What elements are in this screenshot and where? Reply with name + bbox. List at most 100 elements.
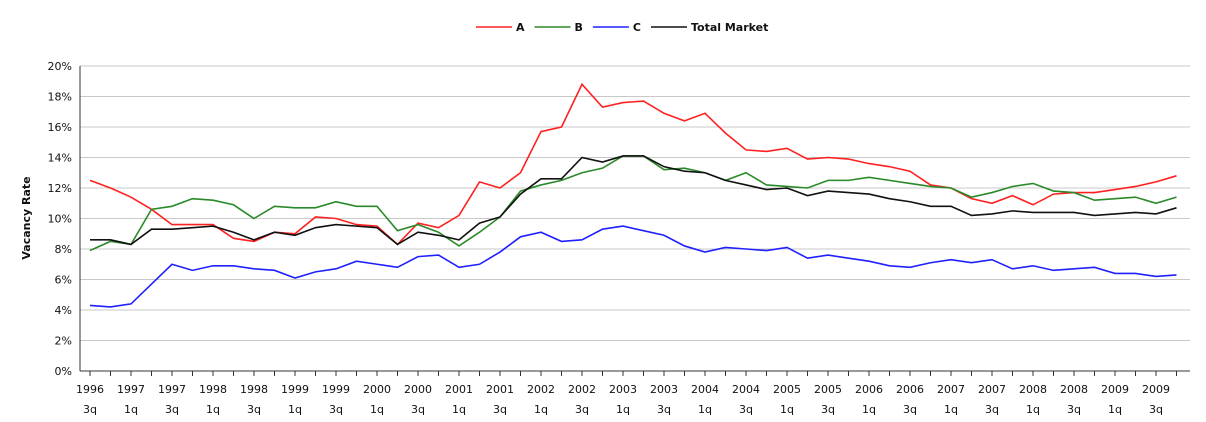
y-tick-label: 8% bbox=[55, 243, 72, 256]
x-tick-label: 2003 3q bbox=[650, 383, 678, 416]
x-tick-label: 2009 1q bbox=[1101, 383, 1129, 416]
x-tick-label: 2000 1q bbox=[363, 383, 391, 416]
x-tick-label: 2008 1q bbox=[1019, 383, 1047, 416]
x-tick-label-part: 1996 bbox=[76, 383, 104, 396]
x-tick-label-part: 2001 bbox=[486, 383, 514, 396]
y-tick-label: 18% bbox=[48, 91, 72, 104]
x-tick-label-part: 1q bbox=[534, 403, 548, 416]
x-tick-label-part: 3q bbox=[739, 403, 753, 416]
x-tick-label-part: 1998 bbox=[199, 383, 227, 396]
legend-label: A bbox=[516, 21, 525, 34]
x-tick-label: 2001 1q bbox=[445, 383, 473, 416]
x-tick-label-part: 2000 bbox=[363, 383, 391, 396]
x-tick-label-part: 2003 bbox=[609, 383, 637, 396]
x-tick-label-part: 2002 bbox=[568, 383, 596, 396]
x-tick-label: 2007 1q bbox=[937, 383, 965, 416]
y-tick-label: 16% bbox=[48, 121, 72, 134]
x-tick-label-part: 3q bbox=[657, 403, 671, 416]
series-line bbox=[90, 155, 1177, 246]
y-tick-label: 4% bbox=[55, 304, 72, 317]
x-tick-label: 2001 3q bbox=[486, 383, 514, 416]
x-tick-label-part: 3q bbox=[165, 403, 179, 416]
y-tick-label: 2% bbox=[55, 335, 72, 348]
x-tick-label-part: 2002 bbox=[527, 383, 555, 396]
y-tick-label: 10% bbox=[48, 213, 72, 226]
series-line bbox=[89, 225, 1177, 308]
x-tick-label-part: 2005 bbox=[773, 383, 801, 396]
x-tick-label-part: 2009 bbox=[1101, 383, 1129, 396]
x-tick-label-part: 1999 bbox=[322, 383, 350, 396]
x-tick-label: 2006 1q bbox=[855, 383, 883, 416]
x-tick-label-part: 2008 bbox=[1060, 383, 1088, 396]
x-tick-label-part: 1998 bbox=[240, 383, 268, 396]
x-tick-label-part: 1q bbox=[1026, 403, 1040, 416]
x-tick-label: 1999 3q bbox=[322, 383, 350, 416]
x-tick-label-part: 3q bbox=[411, 403, 425, 416]
x-tick-label-part: 3q bbox=[903, 403, 917, 416]
legend-label: Total Market bbox=[691, 21, 768, 34]
x-tick-label-part: 1q bbox=[944, 403, 958, 416]
x-tick-label: 1997 3q bbox=[158, 383, 186, 416]
x-tick-label-part: 1q bbox=[452, 403, 466, 416]
x-tick-label: 1997 1q bbox=[117, 383, 145, 416]
x-tick-label-part: 2007 bbox=[937, 383, 965, 396]
x-tick-label-part: 2008 bbox=[1019, 383, 1047, 396]
x-tick-label: 2009 3q bbox=[1142, 383, 1170, 416]
x-tick-label-part: 1q bbox=[288, 403, 302, 416]
x-tick-label-part: 1997 bbox=[158, 383, 186, 396]
x-tick-label: 1998 3q bbox=[240, 383, 268, 416]
x-tick-label: 2000 3q bbox=[404, 383, 432, 416]
x-tick-label-part: 3q bbox=[493, 403, 507, 416]
x-tick-label-part: 1q bbox=[698, 403, 712, 416]
y-tick-label: 0% bbox=[55, 365, 72, 378]
x-tick-label-part: 2001 bbox=[445, 383, 473, 396]
x-tick-label-part: 2007 bbox=[978, 383, 1006, 396]
legend-label: C bbox=[633, 21, 641, 34]
legend-label: B bbox=[575, 21, 583, 34]
y-axis-label: Vacancy Rate bbox=[20, 176, 33, 259]
x-tick-label: 2002 3q bbox=[568, 383, 596, 416]
x-tick-label-part: 1999 bbox=[281, 383, 309, 396]
x-tick-label-part: 3q bbox=[1149, 403, 1163, 416]
x-tick-label-part: 2003 bbox=[650, 383, 678, 396]
x-tick-label-part: 1q bbox=[862, 403, 876, 416]
x-tick-label-part: 2009 bbox=[1142, 383, 1170, 396]
y-tick-label: 14% bbox=[48, 152, 72, 165]
x-tick-label: 2002 1q bbox=[527, 383, 555, 416]
x-tick-label: 2005 1q bbox=[773, 383, 801, 416]
x-tick-label-part: 2000 bbox=[404, 383, 432, 396]
x-tick-label: 2004 1q bbox=[691, 383, 719, 416]
x-tick-label-part: 3q bbox=[575, 403, 589, 416]
x-tick-label-part: 3q bbox=[985, 403, 999, 416]
x-tick-label: 2008 3q bbox=[1060, 383, 1088, 416]
x-tick-label: 2007 3q bbox=[978, 383, 1006, 416]
x-tick-label-part: 1997 bbox=[117, 383, 145, 396]
x-tick-label-part: 3q bbox=[1067, 403, 1081, 416]
x-tick-label: 1996 3q bbox=[76, 383, 104, 416]
x-tick-label-part: 2004 bbox=[691, 383, 719, 396]
x-tick-label: 1998 1q bbox=[199, 383, 227, 416]
x-tick-label-part: 3q bbox=[821, 403, 835, 416]
x-tick-label-part: 3q bbox=[83, 403, 97, 416]
x-tick-label: 2003 1q bbox=[609, 383, 637, 416]
x-tick-label-part: 2006 bbox=[896, 383, 924, 396]
x-tick-label-part: 2006 bbox=[855, 383, 883, 396]
x-tick-label-part: 1q bbox=[780, 403, 794, 416]
series-line bbox=[89, 155, 1177, 252]
x-tick-label-part: 3q bbox=[329, 403, 343, 416]
series-line bbox=[89, 82, 1177, 246]
x-tick-label-part: 1q bbox=[124, 403, 138, 416]
y-tick-label: 6% bbox=[55, 274, 72, 287]
x-tick-label-part: 3q bbox=[247, 403, 261, 416]
x-tick-label: 2004 3q bbox=[732, 383, 760, 416]
y-tick-label: 20% bbox=[48, 60, 72, 73]
x-tick-label-part: 1q bbox=[1108, 403, 1122, 416]
x-tick-label-part: 2005 bbox=[814, 383, 842, 396]
x-tick-label: 2006 3q bbox=[896, 383, 924, 416]
x-tick-label: 1999 1q bbox=[281, 383, 309, 416]
x-tick-label: 2005 3q bbox=[814, 383, 842, 416]
x-tick-label-part: 1q bbox=[206, 403, 220, 416]
x-tick-label-part: 2004 bbox=[732, 383, 760, 396]
